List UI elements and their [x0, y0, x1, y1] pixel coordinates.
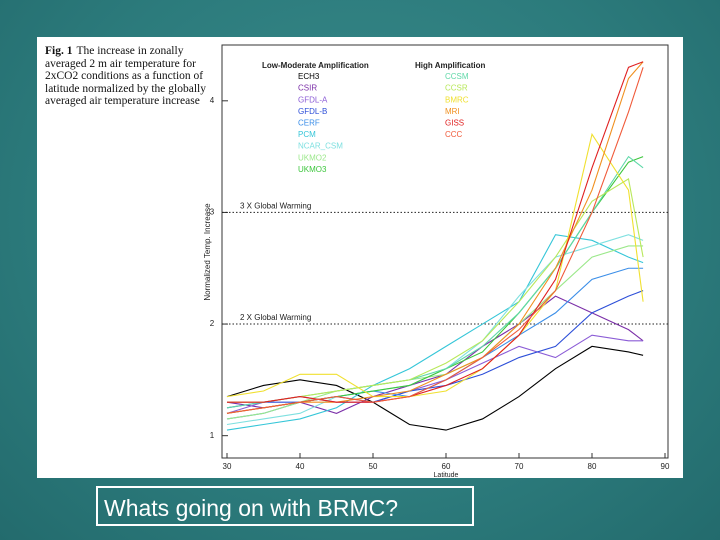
legend-entry: CCSM	[445, 72, 469, 81]
series-line	[226, 345, 644, 431]
series-line	[226, 234, 644, 426]
figure-caption: Fig. 1 The increase in zonally averaged 2…	[45, 45, 217, 108]
y-tick-label: 1	[210, 431, 215, 440]
x-axis-label: Latitude	[434, 472, 459, 479]
legend-entry: GISS	[445, 119, 464, 128]
reference-label: 3 X Global Warming	[240, 202, 311, 211]
x-tick-label: 80	[588, 462, 597, 471]
legend-entry: CCSR	[445, 84, 468, 93]
y-axis-label: Normalized Temp. Increase	[203, 203, 212, 301]
x-tick-label: 70	[515, 462, 524, 471]
chart-title: The increase in zonally averaged 2 m air…	[45, 45, 206, 107]
x-tick-label: 60	[442, 462, 451, 471]
legend-entry: CSIR	[298, 84, 317, 93]
legend-entry: UKMO2	[298, 153, 327, 162]
series-line	[227, 61, 644, 403]
slide-caption: Whats going on with BRMC?	[96, 486, 474, 526]
legend-entry: CERF	[298, 119, 320, 128]
y-tick-label: 2	[210, 319, 215, 328]
legend-heading: Low-Moderate Amplification	[262, 61, 369, 70]
legend-entry: UKMO3	[298, 165, 327, 174]
series-line	[226, 67, 644, 414]
figure-label: Fig. 1	[45, 45, 73, 57]
x-tick-label: 50	[369, 462, 378, 471]
figure-panel	[37, 37, 683, 478]
series-line	[226, 155, 644, 409]
y-tick-label: 3	[210, 208, 215, 217]
y-tick-label: 4	[210, 96, 215, 105]
legend-entry: GFDL-B	[298, 107, 327, 116]
legend-entry: MRI	[445, 107, 460, 116]
legend-entry: ECH3	[298, 72, 320, 81]
series-line	[226, 234, 644, 431]
legend-entry: CCC	[445, 130, 463, 139]
series-line	[226, 132, 644, 398]
legend-entry: PCM	[298, 130, 316, 139]
plot-frame	[221, 44, 669, 459]
legend-entry: NCAR_CSM	[298, 142, 343, 151]
legend-heading: High Amplification	[415, 61, 485, 70]
legend-entry: GFDL-A	[298, 95, 328, 104]
series-line	[226, 267, 644, 420]
x-tick-label: 90	[661, 462, 670, 471]
x-tick-label: 40	[296, 462, 305, 471]
series-line	[226, 156, 644, 414]
x-tick-label: 30	[223, 462, 232, 471]
legend-entry: BMRC	[445, 95, 469, 104]
reference-label: 2 X Global Warming	[240, 313, 311, 322]
